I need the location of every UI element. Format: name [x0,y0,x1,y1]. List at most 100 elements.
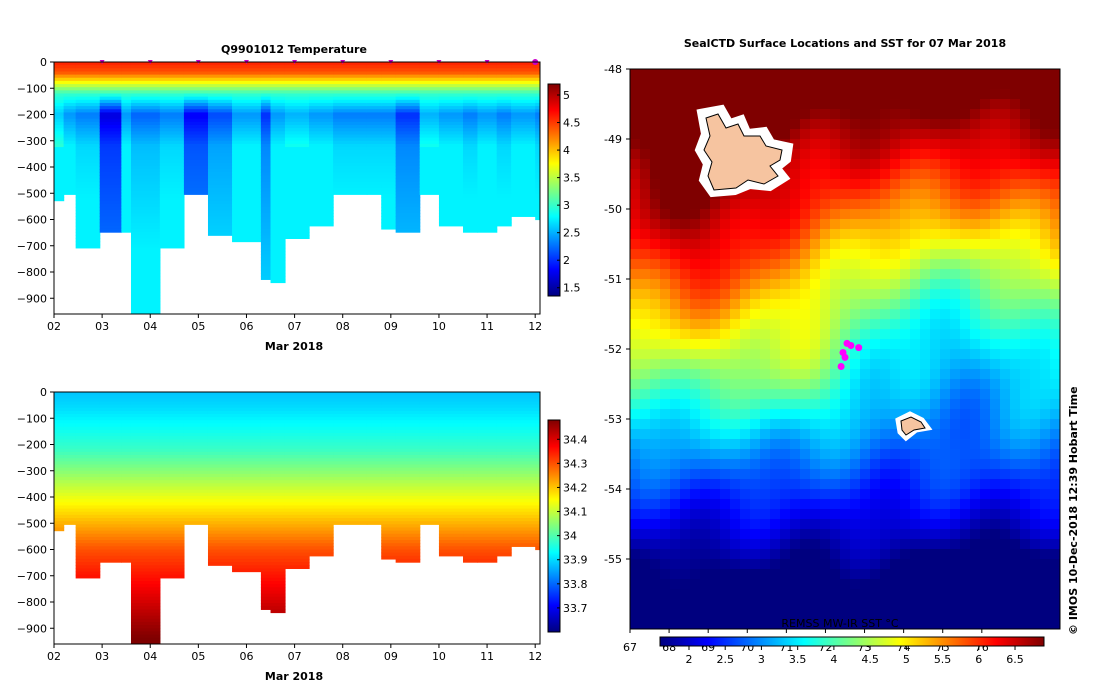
sst-cell [930,389,941,400]
sst-cell [780,279,791,290]
section-cell [511,401,536,406]
section-cell [54,521,65,525]
sst-cell [670,219,681,230]
sst-cell [710,239,721,250]
sst-cell [830,379,841,390]
section-cell [75,203,101,208]
section-cell [130,197,161,202]
section-cell [260,518,272,522]
sst-cell [850,329,861,340]
section-cell [232,169,262,173]
sst-cell [770,199,781,210]
section-cell [270,99,286,104]
section-cell [270,584,286,588]
sst-cell [990,339,1001,350]
section-cell [463,65,479,69]
section-cell [270,599,286,604]
section-cell [63,432,77,437]
section-cell [260,228,272,233]
sst-cell [690,409,701,420]
sst-cell [950,209,961,220]
section-cell [496,511,512,516]
section-cell [121,404,132,409]
section-cell [496,458,512,462]
section-cell [309,65,334,69]
section-cell [207,527,233,532]
section-cell [333,429,368,434]
section-cell [130,298,161,302]
sst-cell [900,389,911,400]
sst-cell [760,279,771,290]
section-cell [381,159,397,164]
sst-cell [1040,259,1051,270]
sst-cell [790,529,801,540]
section-cell [535,62,540,66]
section-cell [477,445,498,450]
sst-cell [890,419,901,430]
sst-cell [1040,459,1051,470]
section-cell [496,169,512,173]
sst-cell [680,269,691,280]
sst-cell [710,219,721,230]
section-cell [159,423,185,428]
sst-cell [800,199,811,210]
section-cell [395,162,421,167]
section-cell [99,216,122,221]
section-cell [130,615,161,620]
sst-cell [800,379,811,390]
section-cell [381,455,397,459]
sst-cell [730,459,741,470]
section-cell [54,486,65,491]
sst-cell [640,89,651,100]
sst-cell [710,69,721,80]
section-cell [395,210,421,214]
section-cell [183,448,209,453]
sst-cell [800,339,811,350]
section-cell [438,77,464,82]
section-cell [63,62,77,66]
section-cell [309,181,334,186]
section-cell [395,442,421,447]
sst-cell [980,389,991,400]
salinity-colorbar [547,419,561,633]
sst-cell [730,449,741,460]
section-cell [477,527,498,532]
section-cell [54,80,65,85]
section-cell [333,423,368,428]
sst-cell [820,99,831,110]
section-cell [284,492,310,497]
sst-cell [700,269,711,280]
sst-cell [850,229,861,240]
section-cell [438,392,464,396]
sst-cell [810,159,821,170]
section-cell [366,499,382,503]
sst-cell [700,449,711,460]
map-title: SealCTD Surface Locations and SST for 07… [684,37,1006,50]
temperature-x-axis: 02 03 04 05 06 07 08 09 10 11 12 [47,314,542,333]
sst-cell [920,309,931,320]
section-cell [535,165,540,170]
section-cell [496,436,512,440]
section-cell [159,156,185,161]
section-cell [381,432,397,437]
sst-cell [680,539,691,550]
section-cell [477,225,498,230]
section-cell [463,410,479,415]
section-cell [381,410,397,415]
section-cell [381,156,397,161]
section-cell [260,225,272,230]
sst-cell [1000,259,1011,270]
section-cell [99,162,122,167]
sst-cell [860,189,871,200]
sst-cell [860,429,871,440]
sst-cell [990,369,1001,380]
sst-cell [720,259,731,270]
section-cell [284,222,310,227]
section-cell [535,420,540,425]
section-cell [309,206,334,211]
section-cell [54,395,65,399]
section-cell [130,115,161,120]
sst-cell [750,229,761,240]
section-cell [207,499,233,503]
sst-cell [1020,289,1031,300]
